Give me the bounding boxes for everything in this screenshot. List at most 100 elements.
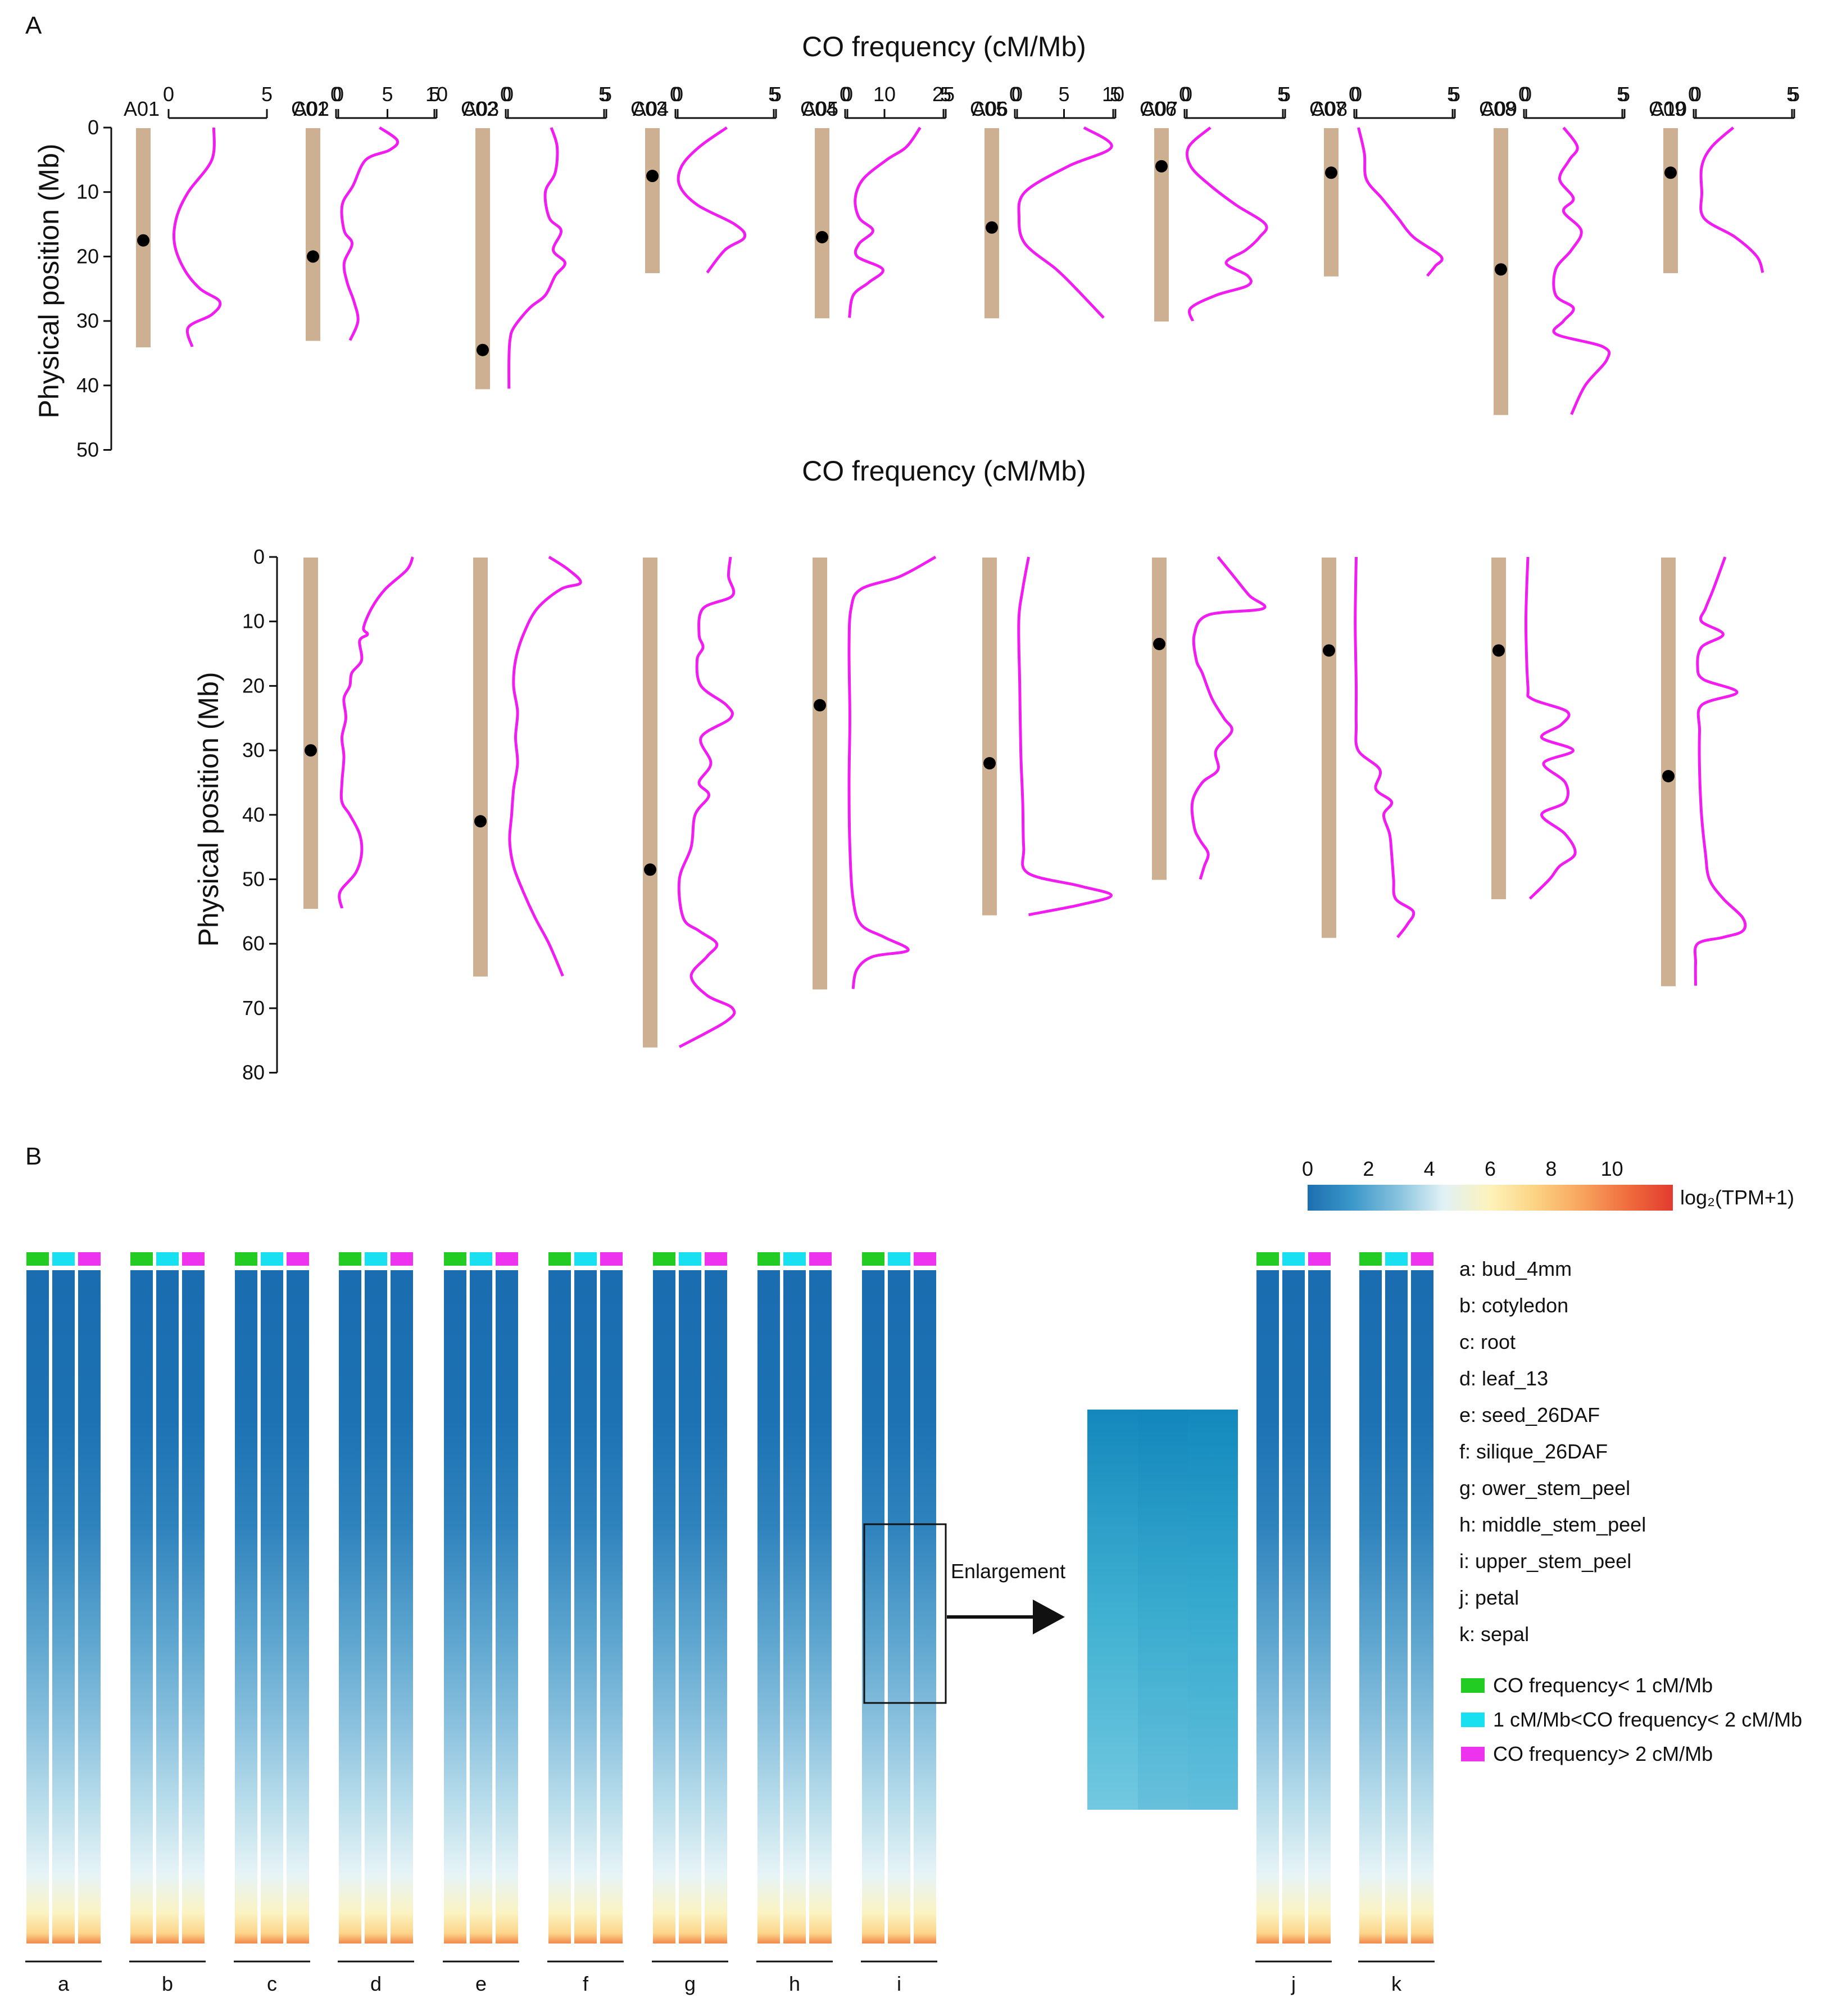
- tissue-legend-entry: d: leaf_13: [1459, 1367, 1548, 1390]
- frequency-tick-label: 0: [1009, 83, 1020, 106]
- tissue-label: b: [162, 1972, 173, 1995]
- chromosome-A09: 0 5 A09: [1481, 83, 1630, 415]
- co-frequency-curve: [847, 555, 937, 989]
- tissue-legend-entry: h: middle_stem_peel: [1459, 1513, 1646, 1536]
- expression-strip: [287, 1270, 309, 1943]
- chromosome-A01: 0 5 A01: [124, 83, 273, 347]
- chromosome-bar: [643, 558, 657, 1048]
- chromosome-name: C08: [1479, 97, 1516, 120]
- expression-strip: [1411, 1270, 1433, 1943]
- frequency-legend-swatch: [1461, 1713, 1485, 1727]
- heatmap-tissue-k: k: [1358, 1252, 1435, 1995]
- y-tick-label: 40: [76, 374, 99, 397]
- chromosome-A08: 0 5 A08: [1312, 83, 1460, 277]
- tissue-label: c: [267, 1972, 277, 1995]
- enlargement-arrow-head: [1033, 1600, 1065, 1634]
- panel-a-bottom-ytitle: Physical position (Mb): [193, 672, 224, 946]
- frequency-tick-label: 0: [1521, 83, 1532, 106]
- frequency-legend-swatch: [1461, 1678, 1485, 1693]
- frequency-category-swatch: [809, 1252, 832, 1266]
- centromere-dot: [986, 221, 998, 234]
- colorbar-tick-label: 2: [1363, 1157, 1374, 1180]
- frequency-category-swatch: [78, 1252, 101, 1266]
- centromere-dot: [307, 250, 319, 263]
- frequency-tick-label: 5: [1447, 83, 1458, 106]
- expression-strip: [52, 1270, 75, 1943]
- expression-strip: [1308, 1270, 1331, 1943]
- centromere-dot: [477, 343, 489, 356]
- expression-strip: [1359, 1270, 1382, 1943]
- frequency-tick-label: 5: [1058, 83, 1069, 106]
- colorbar-tick-label: 0: [1302, 1157, 1313, 1180]
- frequency-tick-label: 0: [1179, 83, 1190, 106]
- expression-strip: [1385, 1270, 1408, 1943]
- heatmap-tissue-e: e: [443, 1252, 519, 1995]
- heatmap-tissue-f: f: [547, 1252, 624, 1995]
- centromere-dot: [1495, 263, 1507, 276]
- co-frequency-curve: [677, 126, 747, 274]
- tissue-label: d: [370, 1972, 382, 1995]
- expression-strip: [757, 1270, 780, 1943]
- tissue-legend-entry: b: cotyledon: [1459, 1294, 1568, 1317]
- frequency-tick-label: 0: [672, 83, 683, 106]
- y-tick-label: 10: [76, 180, 99, 203]
- frequency-tick-label: 5: [598, 83, 610, 106]
- centromere-dot: [1153, 637, 1165, 650]
- expression-strip: [444, 1270, 466, 1943]
- chromosome-bar: [303, 558, 318, 909]
- panel-a-label: A: [25, 12, 42, 39]
- frequency-category-swatch: [862, 1252, 884, 1266]
- centromere-dot: [983, 757, 996, 770]
- expression-strip: [809, 1270, 832, 1943]
- chromosome-A03: 0 5 A03: [463, 83, 612, 389]
- frequency-category-swatch: [1359, 1252, 1382, 1266]
- frequency-category-swatch: [888, 1252, 910, 1266]
- co-frequency-curve: [1552, 126, 1611, 415]
- enlarged-heatmap: [1087, 1410, 1238, 1810]
- frequency-category-swatch: [600, 1252, 623, 1266]
- frequency-category-swatch: [496, 1252, 518, 1266]
- chromosome-name: A05: [802, 97, 838, 120]
- y-tick-label: 0: [253, 545, 265, 568]
- frequency-category-swatch: [1411, 1252, 1433, 1266]
- frequency-tick-label: 0: [502, 83, 514, 106]
- chromosome-bar: [1324, 128, 1339, 277]
- tissue-legend-entry: j: petal: [1459, 1586, 1519, 1609]
- chromosome-name: A08: [1312, 97, 1348, 120]
- chromosome-bar: [1491, 558, 1506, 899]
- chromosome-C03: 0 5 C03: [630, 83, 779, 1048]
- frequency-tick-label: 0: [670, 83, 681, 106]
- y-tick-label: 80: [242, 1061, 265, 1084]
- heatmap-tissue-c: c: [234, 1252, 310, 1995]
- y-tick-label: 10: [242, 610, 265, 633]
- chromosome-bar: [645, 128, 660, 274]
- y-tick-label: 30: [76, 309, 99, 332]
- frequency-tick-label: 0: [1690, 83, 1702, 106]
- y-tick-label: 30: [242, 739, 265, 762]
- tissue-label: f: [583, 1972, 589, 1995]
- co-frequency-curve: [1017, 556, 1113, 917]
- expression-strip: [574, 1270, 597, 1943]
- heatmap-tissue-h: h: [756, 1252, 833, 1995]
- chromosome-name: A07: [1142, 97, 1178, 120]
- co-frequency-curve: [508, 555, 582, 977]
- y-tick-label: 0: [88, 116, 99, 139]
- tissue-legend-entry: f: silique_26DAF: [1459, 1440, 1608, 1463]
- co-frequency-curve: [1190, 556, 1267, 880]
- frequency-category-swatch: [156, 1252, 179, 1266]
- chromosome-bar: [306, 128, 320, 341]
- colorbar-tick-label: 10: [1601, 1157, 1623, 1180]
- frequency-tick-label: 0: [1181, 83, 1192, 106]
- chromosome-name: A09: [1481, 97, 1517, 120]
- frequency-tick-label: 0: [1351, 83, 1362, 106]
- frequency-tick-label: 0: [1011, 83, 1023, 106]
- centromere-dot: [1325, 166, 1337, 179]
- expression-strip: [156, 1270, 179, 1943]
- centromere-dot: [816, 230, 828, 243]
- expression-strip: [783, 1270, 806, 1943]
- panel-b-label: B: [25, 1143, 42, 1170]
